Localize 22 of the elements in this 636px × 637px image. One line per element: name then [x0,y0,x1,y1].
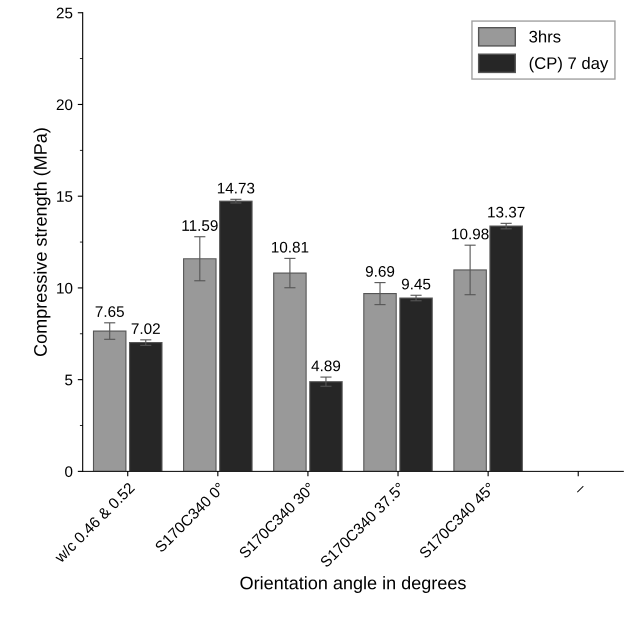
data-label: 9.45 [402,278,430,290]
data-label: 9.69 [366,266,394,277]
data-label: 11.59 [182,220,218,231]
data-label: 7.65 [96,306,124,318]
data-label: 13.37 [488,206,524,218]
data-label: 10.81 [272,242,308,253]
data-label: 10.98 [452,228,489,240]
y-tick-label: 0 [65,466,72,478]
data-label: 4.89 [311,360,340,372]
x-axis-title: Orientation angle in degrees [240,576,466,593]
x-tick-label: w/c 0.46 & 0.52 [53,482,136,564]
data-label: 14.73 [218,182,254,194]
y-axis-title: Compressive strength (MPa) [34,128,50,356]
y-tick-label: 5 [65,374,72,386]
y-tick-label: 20 [56,99,72,110]
data-label: 7.02 [132,323,160,334]
x-tick-label: – [576,486,584,493]
legend-label: (CP) 7 day [530,56,608,72]
y-tick-label: 25 [56,8,72,18]
legend-label: 3hrs [529,30,560,43]
y-tick-label: 10 [57,282,72,294]
y-tick-label: 15 [57,191,72,202]
